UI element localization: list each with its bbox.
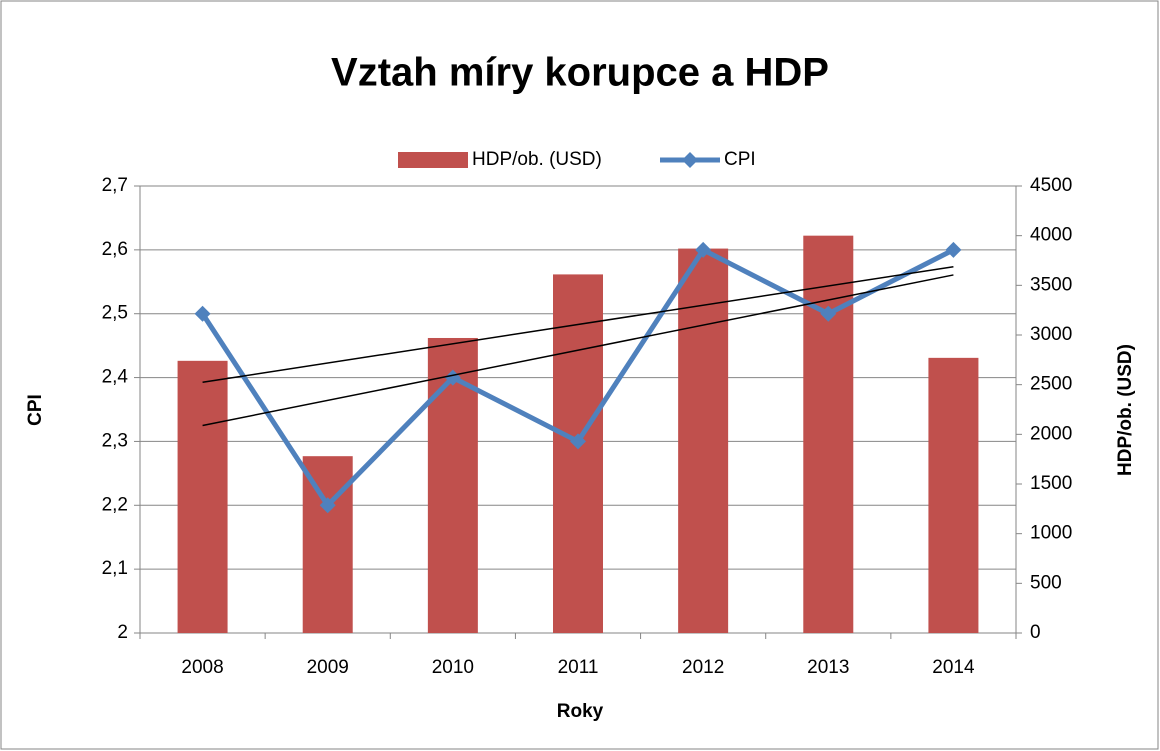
x-tick-label: 2013 — [807, 657, 849, 678]
x-tick-label: 2009 — [307, 657, 349, 678]
x-tick-label: 2014 — [932, 657, 975, 678]
marker — [820, 305, 837, 322]
y2-tick-label: 4500 — [1030, 175, 1072, 196]
y2-tick-label: 500 — [1030, 572, 1062, 593]
legend-swatch — [398, 152, 468, 168]
y2-axis-title: HDP/ob. (USD) — [1115, 344, 1136, 476]
y2-tick-label: 2000 — [1030, 423, 1072, 444]
bar — [803, 235, 854, 633]
bar — [678, 248, 729, 633]
y2-tick-label: 0 — [1030, 622, 1041, 643]
bar — [553, 274, 603, 633]
marker — [319, 497, 336, 514]
y-tick-label: 2,3 — [102, 430, 128, 451]
legend-label: HDP/ob. (USD) — [472, 149, 602, 170]
y-tick-label: 2,2 — [102, 494, 128, 515]
x-tick-label: 2010 — [432, 657, 474, 678]
x-tick-label: 2008 — [181, 657, 223, 678]
y-axis-title: CPI — [25, 394, 46, 426]
y2-tick-label: 3500 — [1030, 274, 1072, 295]
trendline — [202, 265, 954, 384]
bar — [928, 357, 979, 633]
y2-tick-label: 4000 — [1030, 225, 1072, 246]
y2-tick-label: 3000 — [1030, 324, 1072, 345]
marker — [945, 241, 962, 258]
y-tick-label: 2,5 — [102, 303, 128, 324]
y-tick-label: 2 — [117, 622, 128, 643]
chart-title: Vztah míry korupce a HDP — [331, 51, 829, 95]
marker — [194, 305, 211, 322]
trendline — [202, 274, 954, 427]
x-tick-label: 2011 — [558, 657, 599, 678]
y-tick-label: 2,7 — [102, 175, 128, 196]
legend-marker — [682, 152, 698, 168]
legend-label: CPI — [724, 149, 756, 170]
marker — [444, 369, 461, 386]
y2-tick-label: 1000 — [1030, 523, 1072, 544]
y-tick-label: 2,1 — [102, 558, 128, 579]
y-tick-label: 2,6 — [102, 239, 128, 260]
bar — [177, 360, 228, 633]
y2-tick-label: 2500 — [1030, 374, 1072, 395]
marker — [695, 241, 712, 258]
y-tick-label: 2,4 — [102, 367, 129, 388]
marker — [570, 433, 586, 450]
y2-tick-label: 1500 — [1030, 473, 1072, 494]
x-axis-title: Roky — [557, 701, 604, 722]
x-tick-label: 2012 — [682, 657, 724, 678]
